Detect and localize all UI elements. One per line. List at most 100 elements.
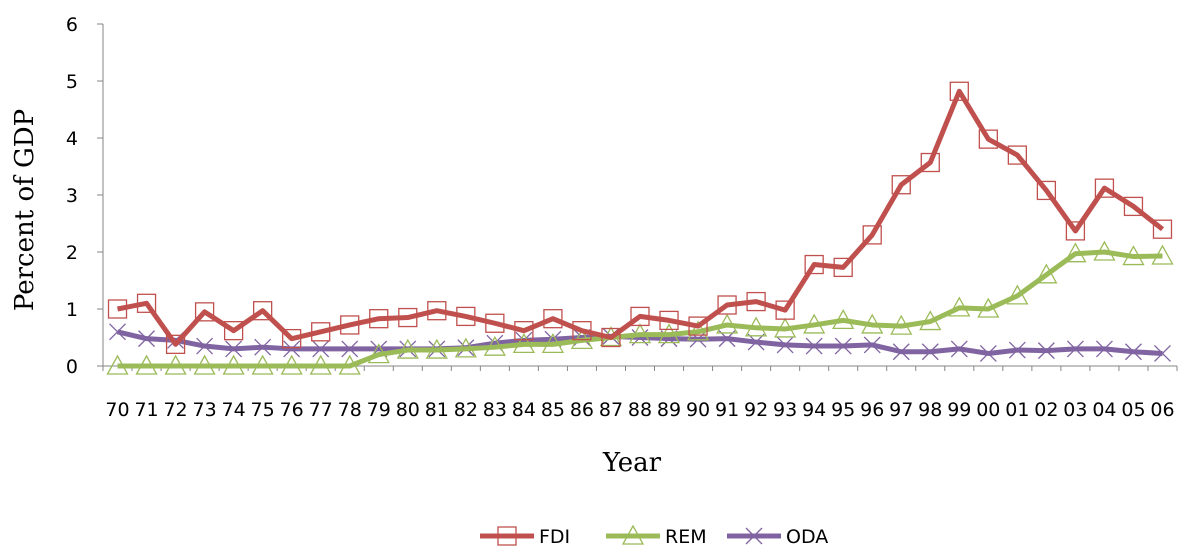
data-point-oda	[979, 345, 997, 362]
data-point-rem	[803, 313, 826, 334]
x-tick-label: 04	[1092, 399, 1116, 421]
data-point-fdi	[194, 302, 215, 322]
x-tick-label: 83	[483, 399, 507, 421]
data-point-fdi	[1007, 145, 1028, 165]
data-point-oda	[776, 336, 794, 354]
data-point-fdi	[165, 334, 186, 354]
data-point-fdi	[1123, 196, 1144, 217]
data-point-rem	[1122, 245, 1145, 266]
x-tick-label: 76	[280, 399, 304, 421]
y-tick-label: 1	[66, 299, 78, 321]
data-point-rem	[135, 354, 158, 375]
data-point-fdi	[427, 301, 447, 321]
x-tick-label: 05	[1121, 399, 1145, 421]
x-tick-label: 70	[105, 399, 129, 421]
data-point-oda	[283, 340, 301, 358]
x-tick-label: 82	[454, 399, 478, 421]
data-point-fdi	[833, 257, 853, 278]
data-point-rem	[1093, 240, 1116, 261]
data-point-rem	[890, 314, 913, 335]
x-tick-label: 97	[889, 399, 913, 421]
series-layer	[106, 81, 1174, 375]
data-point-rem	[919, 310, 942, 331]
data-point-fdi	[456, 306, 476, 327]
data-point-oda	[892, 343, 910, 361]
data-point-rem	[715, 313, 739, 334]
x-tick-label: 95	[831, 399, 855, 421]
data-point-oda	[805, 337, 823, 355]
x-tick-label: 06	[1150, 399, 1174, 421]
x-tick-label: 80	[396, 399, 420, 421]
x-tick-label: 89	[657, 399, 681, 421]
data-point-fdi	[862, 225, 882, 245]
x-tick-label: 01	[1005, 399, 1029, 421]
data-point-rem	[541, 333, 565, 353]
data-point-fdi	[572, 321, 592, 341]
x-tick-labels: 70 71 72 73 74 75 76 77 78 79 80 81 82 83 84 85 86 87 88 89…	[105, 399, 1174, 421]
x-tick-label: 96	[860, 399, 884, 421]
data-point-rem	[454, 337, 477, 358]
data-point-rem	[222, 354, 245, 375]
data-point-oda	[109, 323, 126, 341]
data-point-fdi	[223, 321, 244, 341]
legend-label-rem: REM	[665, 526, 707, 548]
x-tick-label: 73	[193, 399, 217, 421]
data-point-oda	[1008, 341, 1026, 359]
x-tick-label: 88	[628, 399, 652, 421]
data-point-fdi	[543, 309, 563, 329]
x-tick-label: 93	[773, 399, 797, 421]
x-tick-label: 71	[134, 399, 158, 421]
data-point-fdi	[282, 328, 302, 349]
data-point-rem	[1035, 263, 1058, 284]
data-point-fdi	[688, 316, 708, 336]
data-point-oda	[1037, 342, 1055, 360]
data-point-fdi	[659, 310, 679, 331]
x-tick-label: 91	[715, 399, 739, 421]
data-point-rem	[512, 333, 535, 353]
data-point-oda	[950, 340, 968, 358]
y-axis-title: Percent of GDP	[10, 109, 40, 311]
data-point-rem	[251, 354, 274, 375]
data-point-oda	[225, 340, 243, 358]
data-point-rem	[745, 316, 768, 337]
data-point-fdi	[398, 307, 418, 328]
series-line-rem	[117, 249, 1163, 369]
x-tick-label: 74	[222, 399, 246, 421]
x-tick-label: 85	[541, 399, 565, 421]
data-point-fdi	[746, 291, 766, 312]
legend-item-rem: REM	[606, 524, 707, 548]
data-point-oda	[312, 340, 330, 358]
data-point-rem	[1064, 242, 1087, 263]
series-fdi	[107, 81, 1173, 354]
data-point-rem	[832, 309, 855, 330]
data-point-rem	[106, 354, 129, 375]
data-point-fdi	[1065, 221, 1086, 241]
data-point-rem	[657, 323, 681, 344]
legend: FDI REM ODA	[480, 524, 828, 548]
x-tick-label: 79	[367, 399, 391, 421]
data-point-fdi	[920, 152, 940, 173]
data-point-rem	[280, 354, 303, 375]
data-point-rem	[948, 296, 971, 317]
x-tick-label: 90	[686, 399, 710, 421]
x-tick-label: 98	[918, 399, 942, 421]
data-point-fdi	[949, 81, 969, 101]
data-point-oda	[863, 336, 881, 354]
x-tick-label: 92	[744, 399, 768, 421]
data-point-fdi	[1152, 219, 1173, 239]
data-point-fdi	[340, 315, 360, 335]
legend-marker-fdi	[497, 526, 517, 546]
y-tick-labels: 0 1 2 3 4 5 6	[66, 14, 78, 378]
data-point-oda	[834, 337, 852, 355]
data-point-rem	[396, 338, 419, 359]
data-point-oda	[1066, 340, 1084, 358]
x-axis-title: Year	[602, 448, 662, 478]
data-point-fdi	[891, 175, 911, 195]
legend-item-fdi: FDI	[480, 526, 570, 548]
data-point-oda	[254, 338, 272, 356]
x-tick-label: 87	[599, 399, 623, 421]
data-point-rem	[338, 354, 361, 375]
series-line-fdi	[117, 88, 1165, 347]
